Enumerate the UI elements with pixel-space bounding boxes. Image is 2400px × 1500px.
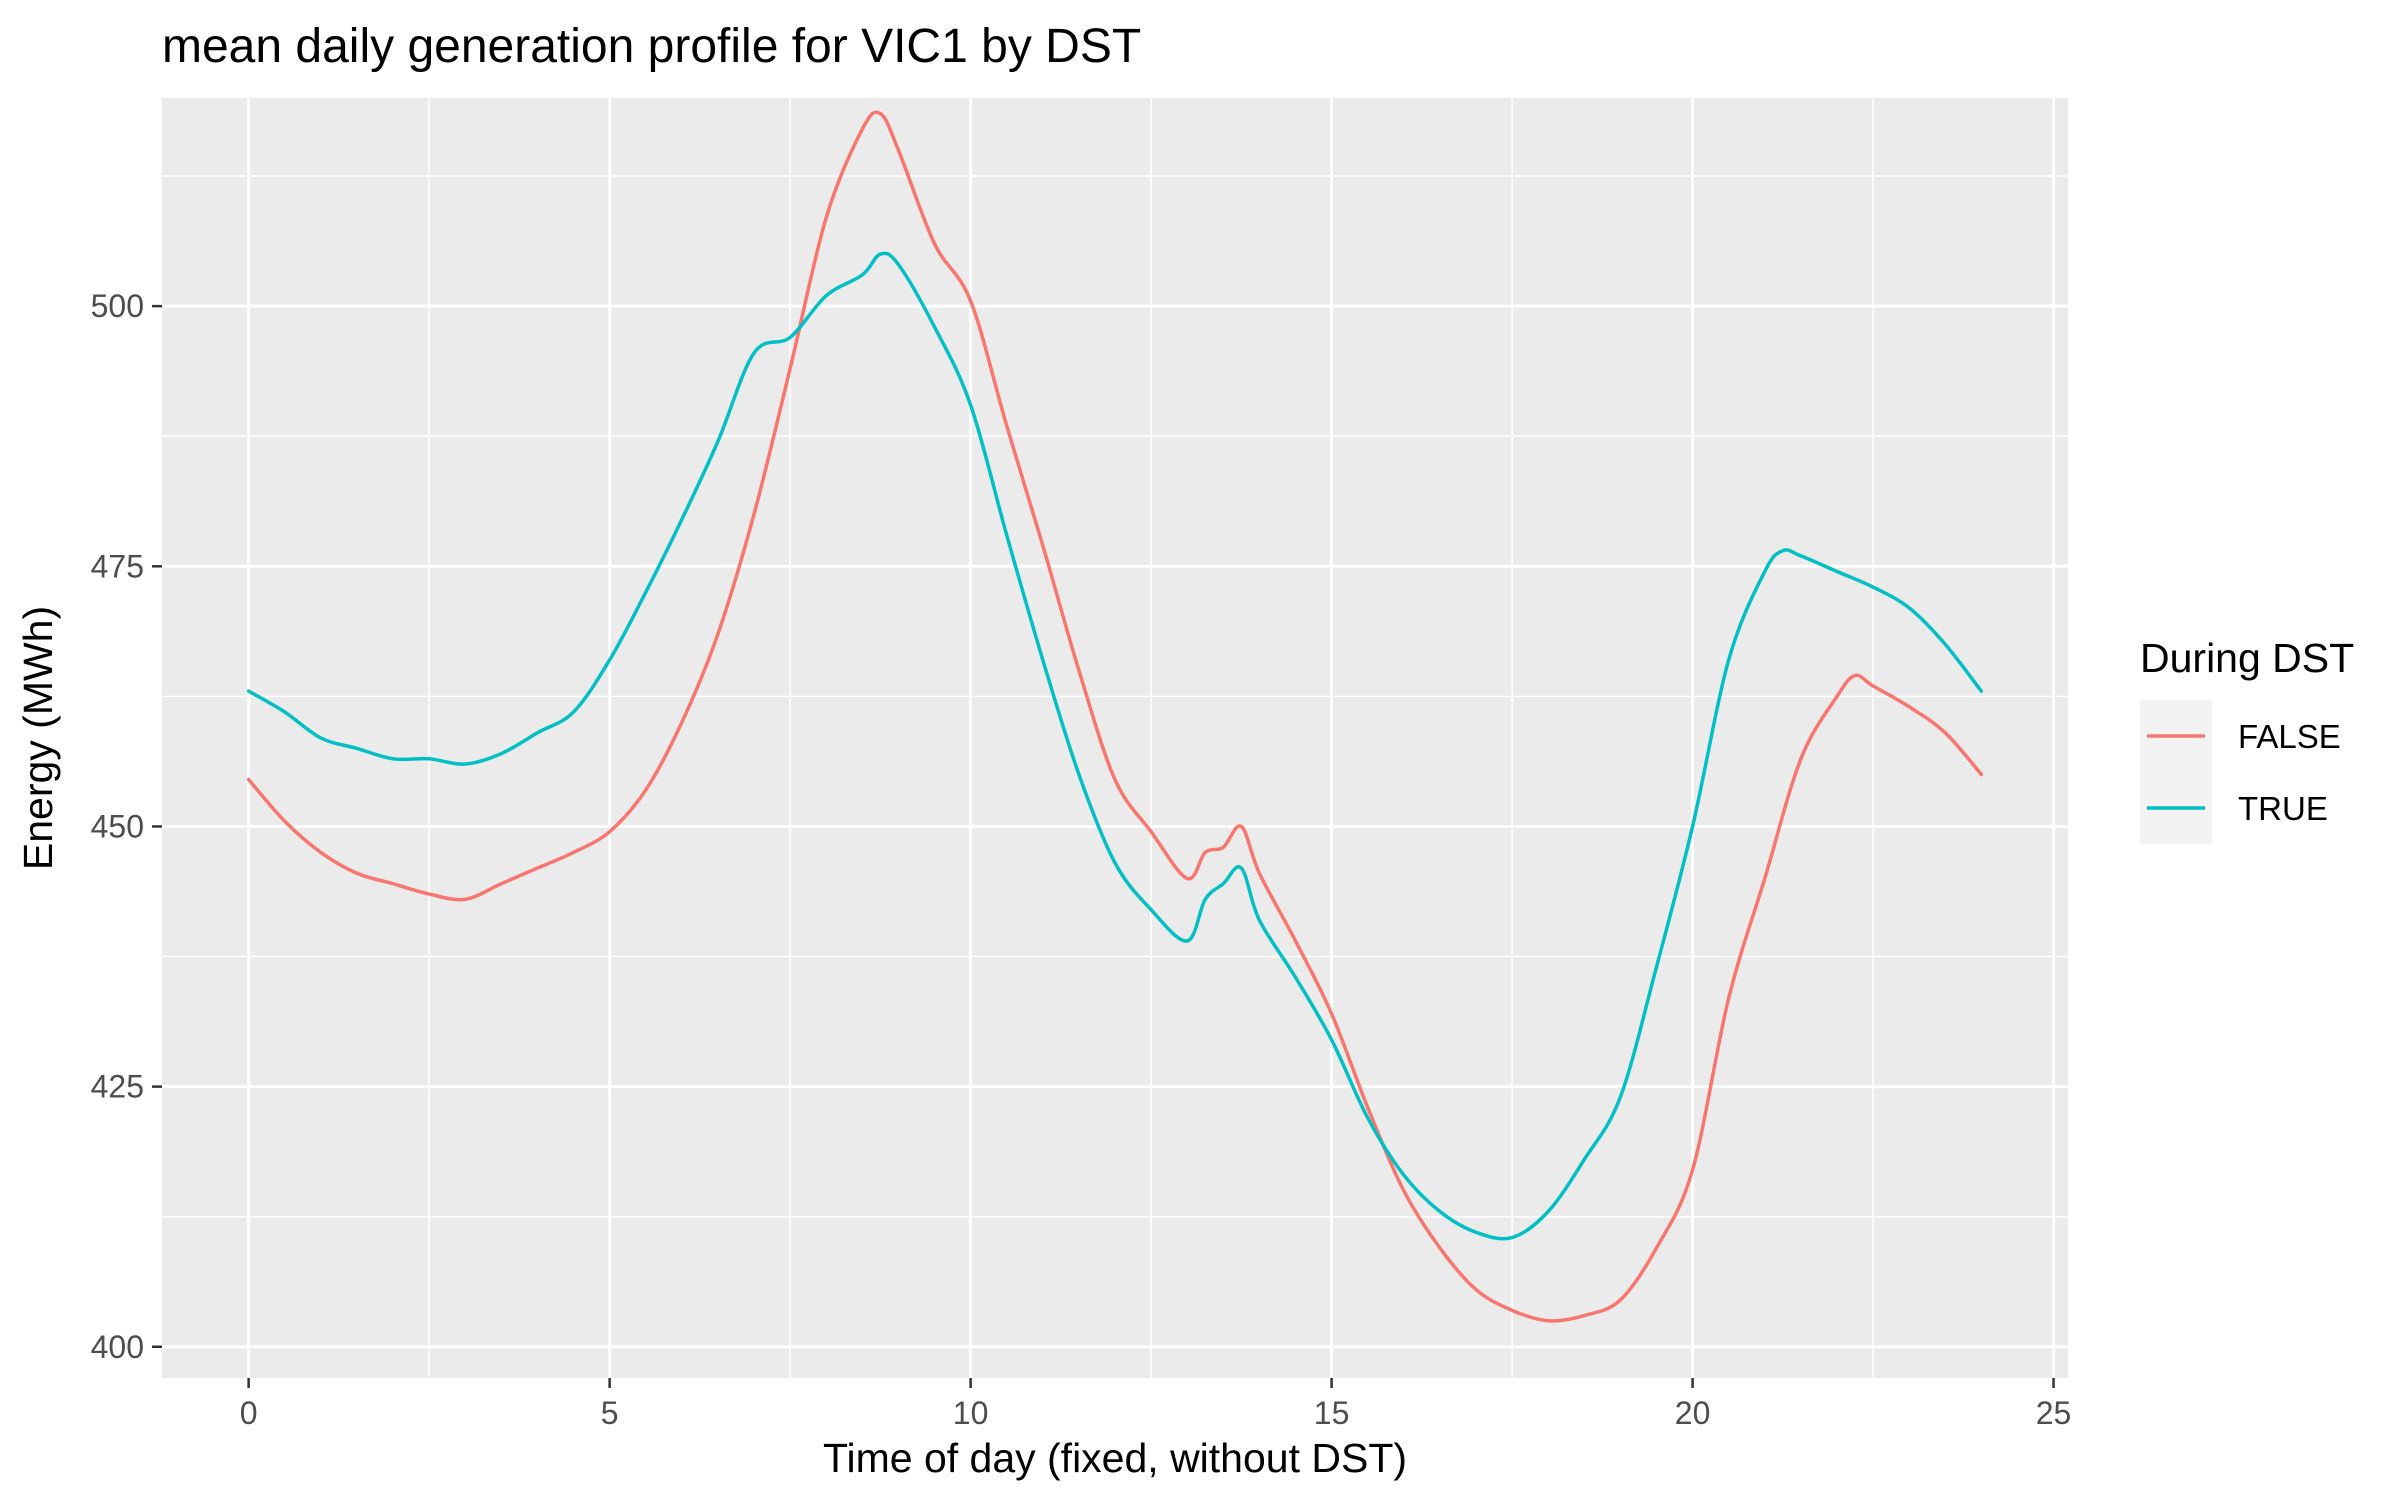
x-axis-title: Time of day (fixed, without DST) (823, 1435, 1407, 1481)
y-axis: 400 425 450 475 500 (91, 288, 162, 1365)
chart-title: mean daily generation profile for VIC1 b… (162, 20, 1141, 73)
legend-label-false: FALSE (2238, 718, 2341, 755)
series-line-false (246, 110, 1984, 1323)
series-line-true (246, 251, 1984, 1241)
plot-panel (162, 98, 2068, 1378)
y-tick-label: 400 (91, 1329, 144, 1365)
x-tick-label: 5 (601, 1395, 619, 1431)
x-tick-label: 15 (1314, 1395, 1350, 1431)
grid-minor (162, 98, 2068, 1378)
series-layer (246, 110, 1984, 1323)
y-tick-label: 425 (91, 1069, 144, 1105)
y-tick-label: 500 (91, 288, 144, 324)
x-tick-label: 10 (953, 1395, 989, 1431)
x-axis: 0 5 10 15 20 25 (240, 1378, 2072, 1431)
y-tick-label: 475 (91, 548, 144, 584)
x-tick-label: 25 (2036, 1395, 2072, 1431)
x-tick-label: 0 (240, 1395, 258, 1431)
grid-major (162, 98, 2068, 1378)
legend: During DST FALSE TRUE (2140, 635, 2354, 844)
y-axis-title: Energy (MWh) (15, 606, 61, 870)
legend-title: During DST (2140, 635, 2354, 681)
legend-item-false: FALSE (2140, 700, 2341, 772)
legend-item-true: TRUE (2140, 772, 2328, 844)
y-tick-label: 450 (91, 808, 144, 844)
legend-label-true: TRUE (2238, 790, 2328, 827)
x-tick-label: 20 (1675, 1395, 1711, 1431)
